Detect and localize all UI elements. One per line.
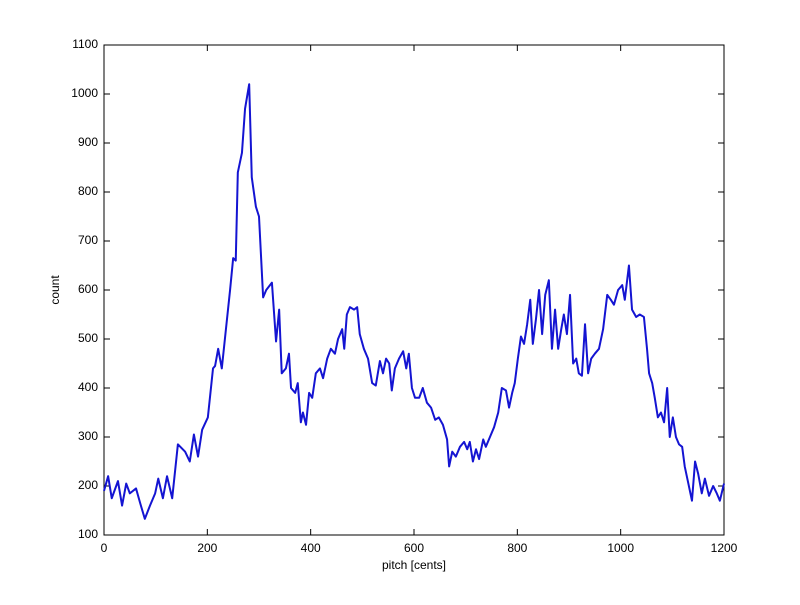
x-axis-label: pitch [cents] <box>382 558 446 572</box>
x-tick-label: 400 <box>301 541 321 555</box>
x-tick-label: 0 <box>101 541 108 555</box>
y-tick-label: 800 <box>78 184 98 198</box>
y-tick-label: 400 <box>78 380 98 394</box>
y-tick-label: 1100 <box>72 37 98 51</box>
y-tick-label: 1000 <box>71 86 98 100</box>
y-tick-label: 100 <box>78 527 98 541</box>
y-axis-label: count <box>48 275 62 305</box>
x-tick-label: 1200 <box>711 541 738 555</box>
y-tick-label: 300 <box>78 429 98 443</box>
y-tick-label: 500 <box>78 331 98 345</box>
x-tick-label: 800 <box>507 541 527 555</box>
data-line <box>103 83 725 520</box>
x-tick-label: 200 <box>197 541 217 555</box>
y-tick-label: 200 <box>78 478 98 492</box>
y-tick-label: 900 <box>78 135 98 149</box>
y-tick-label: 600 <box>78 282 98 296</box>
x-tick-label: 1000 <box>607 541 634 555</box>
y-tick-label: 700 <box>78 233 98 247</box>
x-tick-label: 600 <box>404 541 424 555</box>
